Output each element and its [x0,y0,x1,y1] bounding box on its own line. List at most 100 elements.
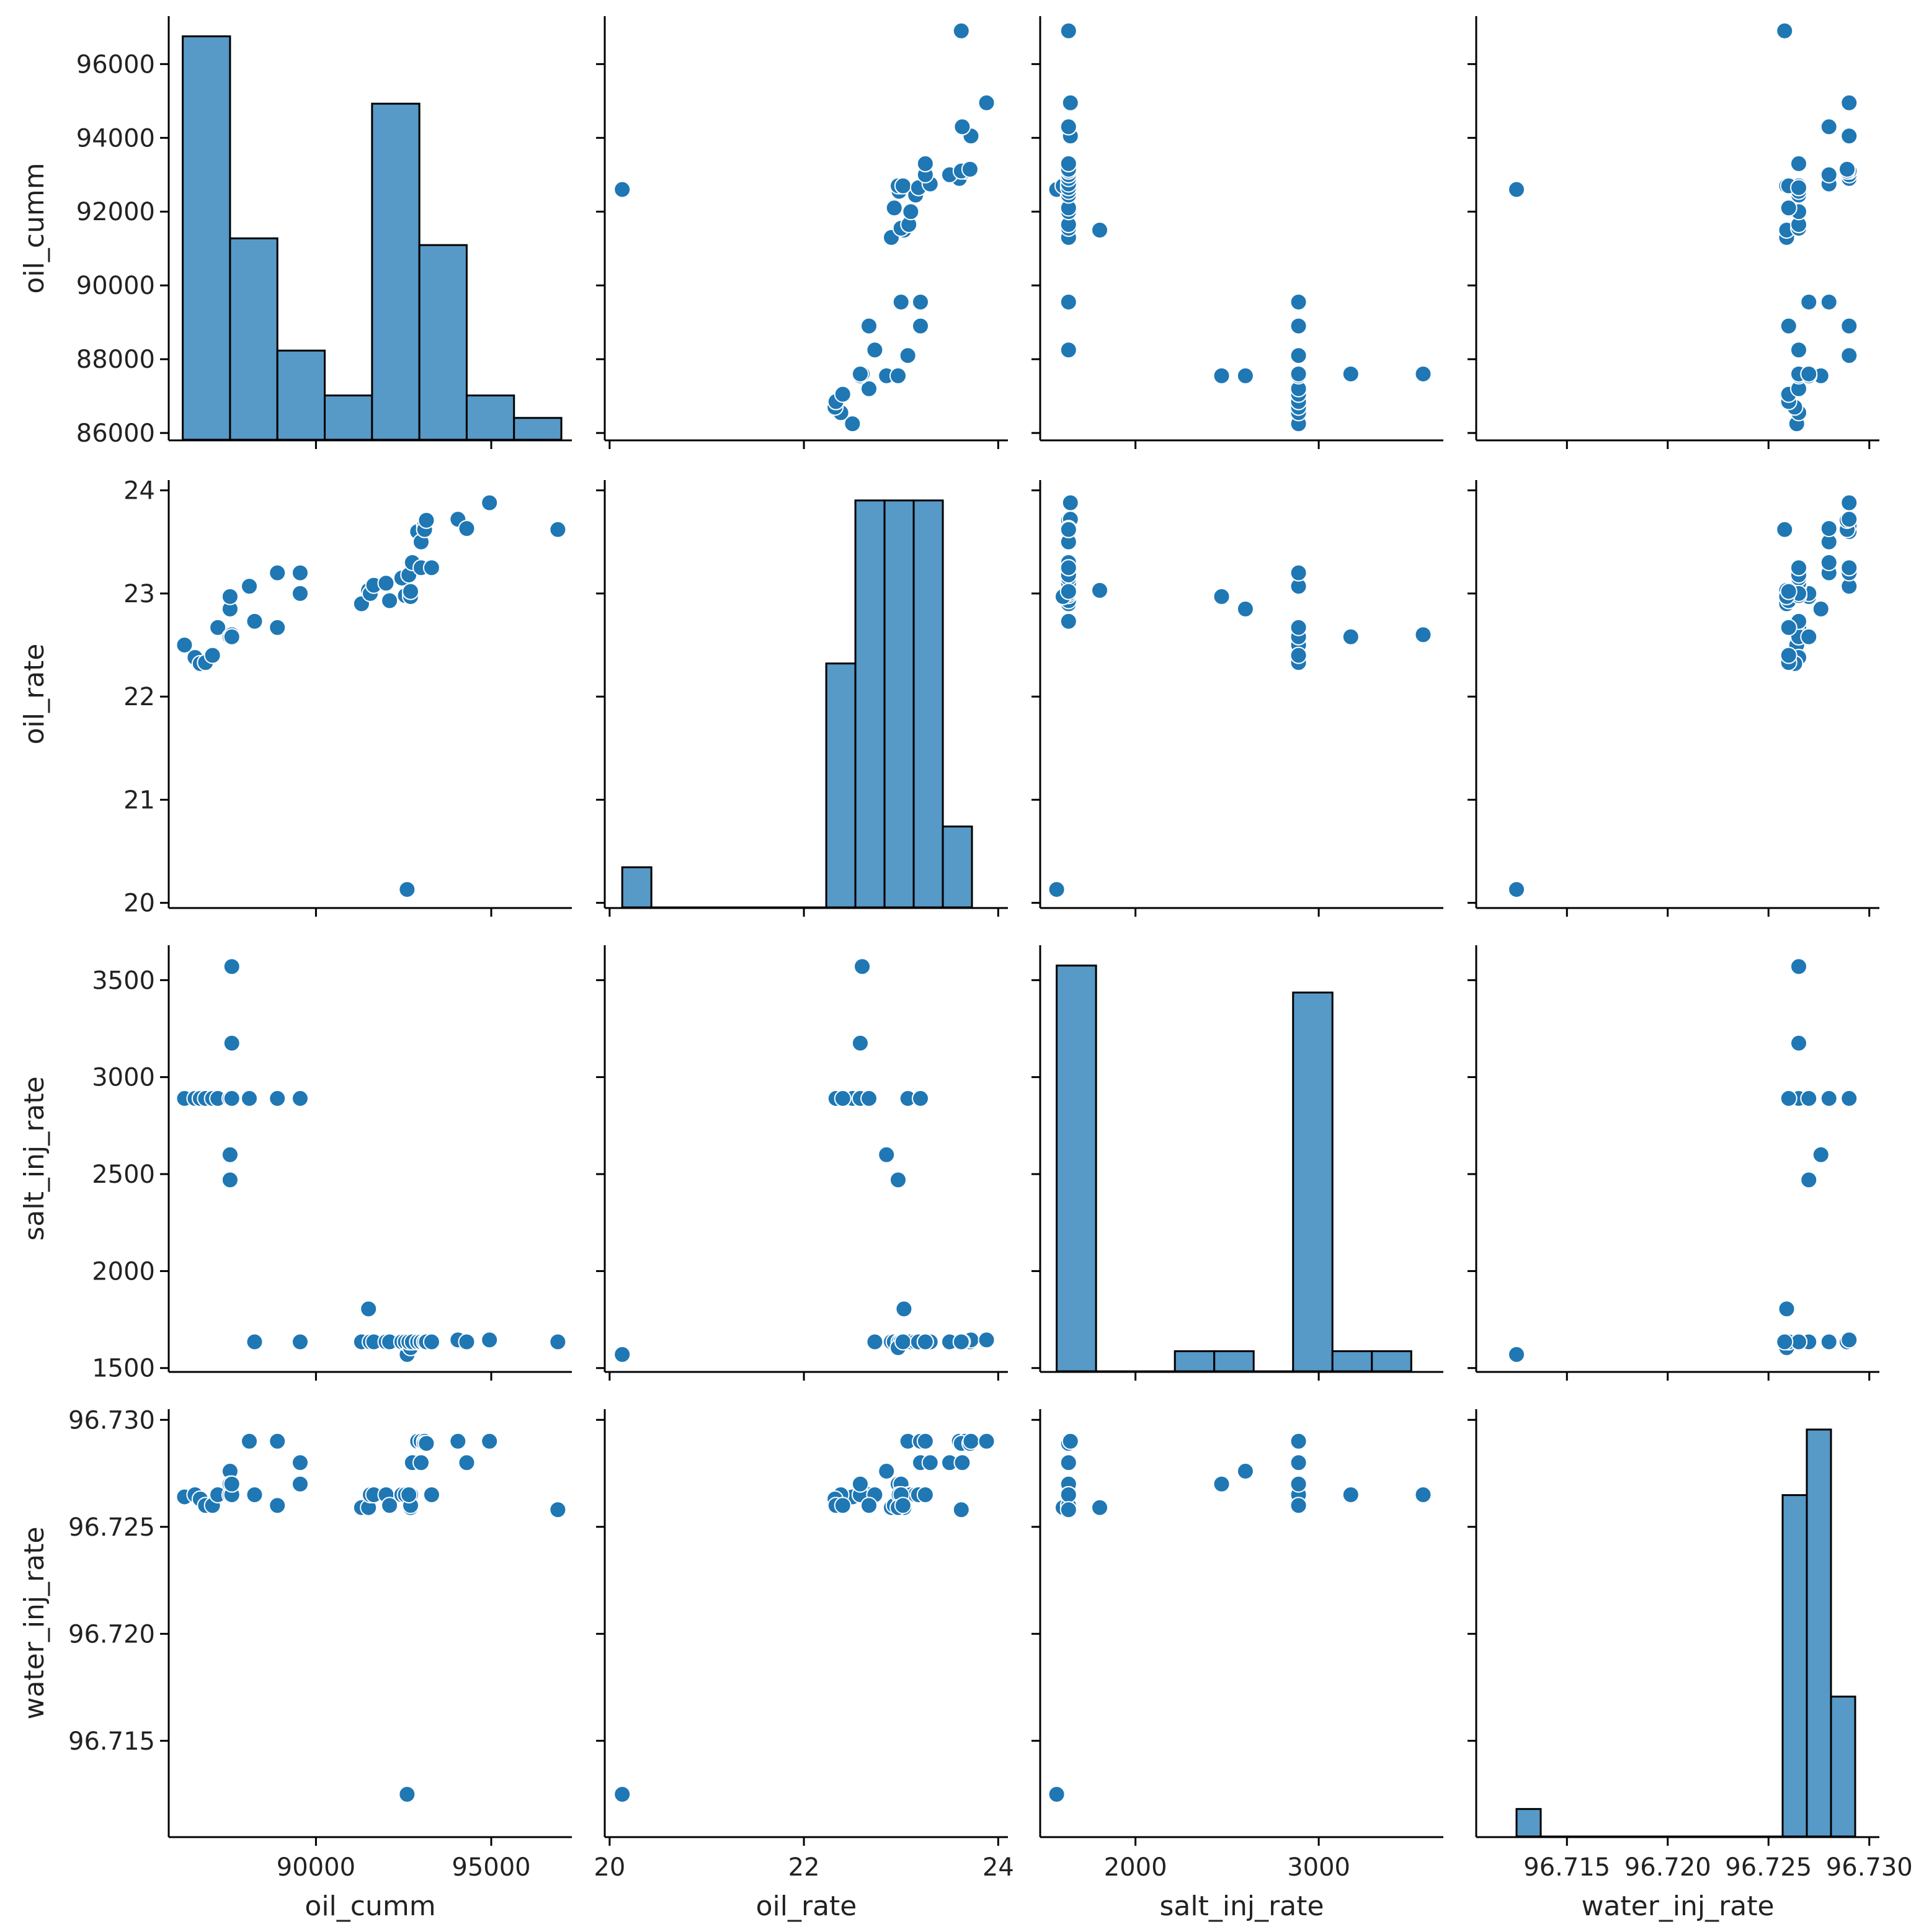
scatter-point-water_inj_rate-vs-salt_inj_rate [1414,1486,1432,1503]
scatter-point-oil_cumm-vs-salt_inj_rate [1059,293,1077,311]
y-tick-label: 92000 [76,198,155,226]
scatter-point-oil_cumm-vs-oil_rate [952,22,970,40]
scatter-point-water_inj_rate-vs-oil_cumm [458,1454,476,1472]
y-tick-label: 23 [123,580,155,608]
scatter-point-salt_inj_rate-vs-water_inj_rate [1840,1331,1858,1349]
scatter-point-oil_rate-vs-salt_inj_rate [1414,626,1432,644]
scatter-point-oil_cumm-vs-water_inj_rate [1838,160,1856,178]
y-tick-label: 88000 [76,345,155,374]
scatter-point-oil_cumm-vs-oil_rate [899,347,917,365]
scatter-point-oil_rate-vs-salt_inj_rate [1061,494,1079,512]
scatter-point-oil_cumm-vs-water_inj_rate [1820,293,1838,311]
scatter-point-oil_cumm-vs-water_inj_rate [1820,118,1838,136]
hist-bar-oil_cumm [276,349,326,442]
scatter-point-oil_rate-vs-water_inj_rate [1780,618,1798,636]
x-tick-label: 96.715 [1523,1853,1610,1882]
scatter-point-oil_cumm-vs-salt_inj_rate [1059,341,1077,359]
x-axis-label-oil_cumm: oil_cumm [305,1890,435,1922]
scatter-point-salt_inj_rate-vs-oil_cumm [246,1333,264,1351]
x-tick-label: 95000 [452,1853,530,1882]
y-tick-label: 22 [123,683,155,711]
hist-bar-oil_rate [621,866,653,909]
scatter-point-salt_inj_rate-vs-oil_cumm [422,1333,440,1351]
scatter-point-oil_cumm-vs-water_inj_rate [1790,179,1807,197]
scatter-point-water_inj_rate-vs-oil_cumm [223,1475,241,1493]
hist-bar-salt_inj_rate [1174,1350,1216,1373]
scatter-point-oil_rate-vs-salt_inj_rate [1059,582,1077,600]
scatter-point-salt_inj_rate-vs-oil_rate [866,1333,884,1351]
scatter-point-oil_rate-vs-oil_cumm [417,511,435,529]
scatter-point-water_inj_rate-vs-oil_rate [860,1497,878,1515]
scatter-point-salt_inj_rate-vs-water_inj_rate [1840,1090,1858,1108]
scatter-point-water_inj_rate-vs-salt_inj_rate [1342,1486,1360,1503]
scatter-point-water_inj_rate-vs-oil_cumm [449,1432,467,1450]
scatter-point-salt_inj_rate-vs-oil_rate [613,1345,631,1363]
scatter-point-salt_inj_rate-vs-oil_cumm [458,1333,476,1351]
scatter-point-salt_inj_rate-vs-oil_cumm [549,1333,567,1351]
scatter-point-oil_cumm-vs-water_inj_rate [1840,317,1858,335]
scatter-point-oil_rate-vs-salt_inj_rate [1290,646,1308,664]
y-tick-label: 90000 [76,272,155,300]
scatter-point-oil_rate-vs-water_inj_rate [1780,646,1798,664]
scatter-point-oil_rate-vs-oil_cumm [398,881,416,899]
scatter-point-salt_inj_rate-vs-oil_rate [889,1171,907,1189]
scatter-point-water_inj_rate-vs-salt_inj_rate [1059,1454,1077,1472]
hist-bar-water_inj_rate [1515,1808,1542,1838]
y-tick-label: 86000 [76,419,155,448]
scatter-point-oil_rate-vs-oil_cumm [402,582,419,600]
scatter-point-salt_inj_rate-vs-oil_cumm [291,1090,309,1108]
scatter-point-oil_cumm-vs-oil_rate [860,380,878,398]
scatter-point-oil_cumm-vs-oil_rate [894,177,912,195]
scatter-point-salt_inj_rate-vs-oil_rate [853,958,871,976]
y-tick-label: 96.730 [68,1406,155,1435]
scatter-point-oil_cumm-vs-water_inj_rate [1800,293,1818,311]
scatter-point-oil_cumm-vs-water_inj_rate [1800,365,1818,383]
scatter-point-water_inj_rate-vs-oil_rate [916,1432,934,1450]
scatter-point-oil_rate-vs-oil_cumm [223,628,241,646]
scatter-point-salt_inj_rate-vs-water_inj_rate [1820,1333,1838,1351]
scatter-point-oil_cumm-vs-salt_inj_rate [1059,22,1077,40]
scatter-point-salt_inj_rate-vs-oil_rate [834,1090,852,1108]
scatter-point-oil_rate-vs-oil_cumm [221,587,239,605]
scatter-point-oil_rate-vs-water_inj_rate [1800,628,1818,646]
hist-bar-water_inj_rate [1830,1695,1856,1838]
y-tick-label: 96.720 [68,1620,155,1649]
scatter-point-oil_rate-vs-salt_inj_rate [1290,564,1308,582]
scatter-point-salt_inj_rate-vs-oil_rate [912,1090,930,1108]
scatter-point-oil_rate-vs-oil_cumm [176,636,194,654]
scatter-point-oil_rate-vs-oil_cumm [458,520,476,538]
scatter-point-oil_rate-vs-oil_cumm [377,574,395,592]
scatter-point-water_inj_rate-vs-oil_rate [978,1432,996,1450]
scatter-point-oil_rate-vs-oil_cumm [203,646,221,664]
scatter-point-salt_inj_rate-vs-oil_cumm [223,958,241,976]
scatter-point-water_inj_rate-vs-salt_inj_rate [1236,1462,1254,1480]
scatter-point-salt_inj_rate-vs-oil_rate [878,1146,896,1164]
scatter-point-water_inj_rate-vs-salt_inj_rate [1290,1497,1308,1515]
y-axis-label-water_inj_rate: water_inj_rate [19,1526,50,1719]
scatter-point-oil_cumm-vs-oil_rate [961,160,979,178]
scatter-point-salt_inj_rate-vs-oil_cumm [223,1090,241,1108]
scatter-point-water_inj_rate-vs-oil_rate [952,1501,970,1519]
x-tick-label: 96.720 [1624,1853,1711,1882]
scatter-point-oil_cumm-vs-water_inj_rate [1820,166,1838,184]
y-tick-label: 96.715 [68,1727,155,1756]
scatter-point-oil_cumm-vs-salt_inj_rate [1059,118,1077,136]
scatter-point-oil_cumm-vs-water_inj_rate [1780,317,1798,335]
scatter-point-oil_rate-vs-water_inj_rate [1780,582,1798,600]
scatter-point-oil_cumm-vs-salt_inj_rate [1059,154,1077,172]
scatter-point-water_inj_rate-vs-salt_inj_rate [1059,1486,1077,1503]
x-tick-label: 20 [594,1853,625,1882]
scatter-point-water_inj_rate-vs-salt_inj_rate [1290,1454,1308,1472]
scatter-point-oil_cumm-vs-oil_rate [978,94,996,112]
scatter-point-salt_inj_rate-vs-water_inj_rate [1812,1146,1830,1164]
scatter-point-salt_inj_rate-vs-oil_cumm [481,1331,499,1349]
hist-bar-oil_rate [942,826,973,909]
scatter-point-oil_cumm-vs-oil_rate [912,293,930,311]
scatter-point-salt_inj_rate-vs-water_inj_rate [1776,1333,1794,1351]
y-axis-label-oil_rate: oil_rate [19,644,50,745]
scatter-point-oil_rate-vs-oil_cumm [481,494,499,512]
scatter-point-water_inj_rate-vs-oil_cumm [398,1786,416,1803]
x-axis-label-salt_inj_rate: salt_inj_rate [1159,1890,1324,1922]
